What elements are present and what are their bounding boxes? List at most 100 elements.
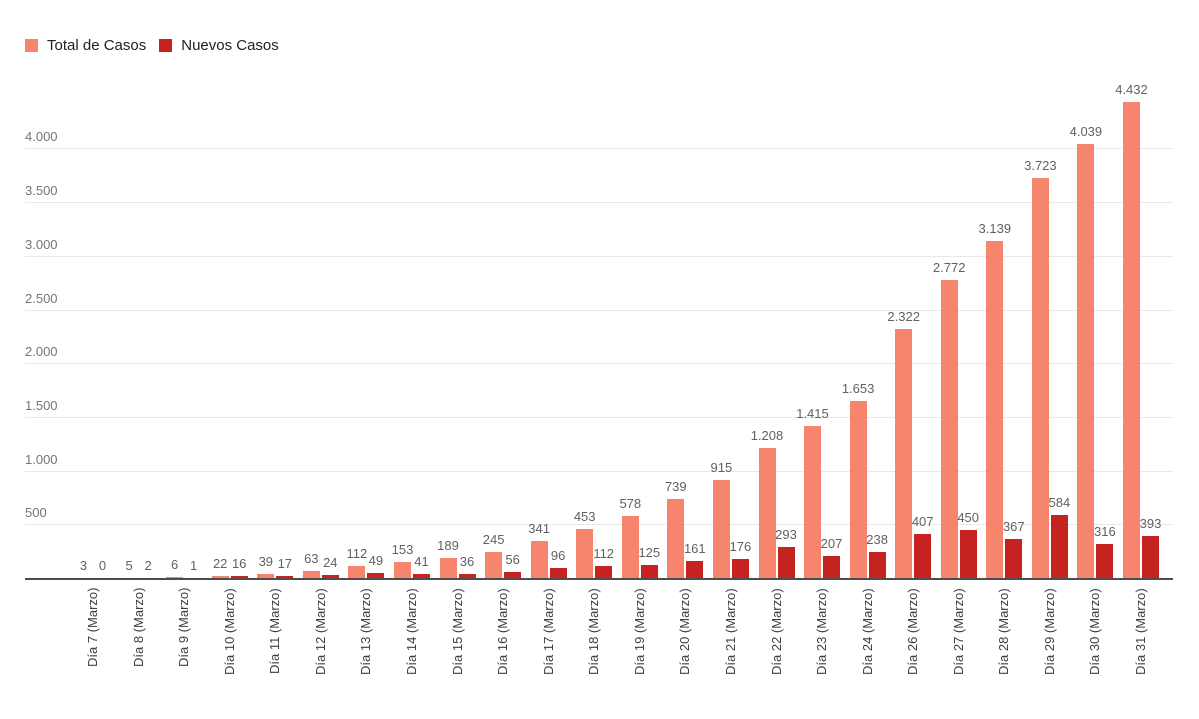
x-axis-label: Día 22 (Marzo): [768, 588, 784, 675]
legend-item-nuevos: Nuevos Casos: [159, 37, 279, 54]
nuevos-casos-bar: [914, 534, 932, 578]
gridline: [25, 148, 1173, 150]
gridline: [25, 309, 1173, 311]
x-axis-line: [25, 578, 1173, 580]
nuevos-casos-bar: [321, 575, 339, 578]
x-axis-label: Día 29 (Marzo): [1041, 588, 1057, 675]
nuevos-casos-value-label: 36: [459, 554, 475, 570]
y-axis-label: 1.000: [25, 451, 58, 467]
gridline: [25, 363, 1173, 365]
x-axis-label: Día 24 (Marzo): [859, 588, 875, 675]
nuevos-casos-value-label: 125: [638, 544, 661, 560]
total-casos-value-label: 22: [212, 555, 228, 571]
nuevos-casos-value-label: 56: [505, 552, 520, 567]
x-axis-label: Día 12 (Marzo): [312, 588, 328, 675]
total-casos-bar: [485, 551, 503, 578]
nuevos-casos-bar: [868, 552, 886, 578]
x-axis-label: Día 20 (Marzo): [677, 588, 693, 675]
legend-label-total: Total de Casos: [47, 37, 147, 54]
nuevos-casos-value-label: 293: [775, 526, 797, 542]
gridline: [25, 416, 1173, 418]
nuevos-casos-value-label: 17: [277, 556, 293, 572]
x-axis-label: Día 11 (Marzo): [267, 588, 283, 674]
total-casos-value-label: 189: [437, 537, 459, 553]
y-axis-label: 3.500: [25, 183, 58, 199]
total-casos-value-label: 1.415: [796, 406, 829, 421]
nuevos-casos-value-label: 49: [368, 552, 384, 568]
total-casos-value-label: 341: [528, 521, 550, 537]
nuevos-casos-bar: [1050, 515, 1068, 578]
y-axis-label: 1.500: [25, 397, 58, 413]
total-casos-bar: [1031, 178, 1049, 578]
total-casos-bar: [439, 557, 457, 578]
total-casos-swatch-icon: [25, 39, 38, 52]
total-casos-bar: [621, 515, 639, 578]
x-axis-label: Día 19 (Marzo): [631, 588, 647, 675]
total-casos-value-label: 6: [170, 557, 179, 573]
x-axis-label: Día 13 (Marzo): [358, 588, 374, 675]
nuevos-casos-value-label: 238: [866, 532, 888, 548]
total-casos-value-label: 5: [125, 557, 133, 573]
nuevos-casos-value-label: 407: [911, 514, 934, 530]
nuevos-casos-value-label: 16: [231, 556, 247, 572]
x-axis-label: Día 30 (Marzo): [1087, 588, 1103, 675]
nuevos-casos-bar: [413, 573, 430, 578]
nuevos-casos-bar: [640, 564, 658, 578]
total-casos-bar: [302, 571, 320, 578]
nuevos-casos-value-label: 450: [957, 509, 980, 525]
x-axis-label: Día 18 (Marzo): [586, 588, 602, 675]
nuevos-casos-value-label: 161: [683, 540, 706, 556]
total-casos-bar: [211, 575, 229, 578]
nuevos-casos-bar: [959, 529, 977, 578]
nuevos-casos-value-label: 24: [323, 555, 338, 571]
total-casos-value-label: 3.723: [1024, 158, 1057, 174]
nuevos-casos-bar: [1005, 538, 1023, 578]
nuevos-casos-bar: [458, 574, 476, 578]
x-axis-label: Día 9 (Marzo): [176, 588, 192, 668]
nuevos-casos-bar: [504, 572, 522, 578]
total-casos-value-label: 1.653: [841, 380, 875, 396]
x-axis-label: Día 15 (Marzo): [449, 588, 465, 675]
x-axis-label: Día 17 (Marzo): [540, 588, 556, 675]
x-axis-label: Día 10 (Marzo): [221, 588, 237, 675]
total-casos-bar: [348, 566, 366, 578]
total-casos-value-label: 112: [346, 546, 368, 561]
nuevos-casos-bar: [230, 576, 248, 578]
nuevos-casos-value-label: 207: [820, 535, 843, 551]
nuevos-casos-value-label: 176: [729, 539, 752, 555]
total-casos-value-label: 739: [664, 478, 687, 494]
total-casos-value-label: 578: [619, 495, 642, 511]
total-casos-value-label: 4.039: [1069, 124, 1103, 140]
total-casos-bar: [394, 561, 411, 578]
total-casos-bar: [804, 426, 821, 578]
nuevos-casos-bar: [777, 546, 795, 578]
nuevos-casos-bar: [731, 559, 749, 578]
total-casos-bar: [530, 541, 548, 578]
x-axis-label: Día 8 (Marzo): [130, 588, 146, 668]
total-casos-bar: [986, 240, 1004, 578]
nuevos-casos-value-label: 41: [414, 553, 429, 569]
legend-item-total: Total de Casos: [25, 37, 146, 54]
total-casos-value-label: 4.432: [1115, 82, 1148, 97]
nuevos-casos-value-label: 316: [1094, 524, 1116, 540]
total-casos-value-label: 153: [391, 541, 414, 557]
total-casos-value-label: 3.139: [978, 220, 1012, 236]
y-axis-label: 3.000: [25, 236, 58, 252]
nuevos-casos-bar: [276, 576, 294, 578]
nuevos-casos-bar: [1142, 535, 1159, 578]
total-casos-value-label: 2.322: [887, 308, 920, 324]
nuevos-casos-bar: [823, 555, 840, 578]
total-casos-value-label: 245: [482, 531, 505, 547]
total-casos-bar: [257, 573, 275, 578]
total-casos-bar: [712, 479, 730, 578]
total-casos-value-label: 453: [573, 509, 596, 525]
y-axis-label: 4.000: [25, 129, 58, 145]
x-axis-label: Día 16 (Marzo): [495, 588, 511, 675]
gridline: [25, 524, 1173, 526]
gridline: [25, 202, 1173, 204]
nuevos-casos-value-label: 2: [144, 557, 152, 573]
legend-label-nuevos: Nuevos Casos: [181, 37, 279, 54]
total-casos-value-label: 915: [710, 459, 733, 475]
nuevos-casos-bar: [1096, 544, 1114, 578]
